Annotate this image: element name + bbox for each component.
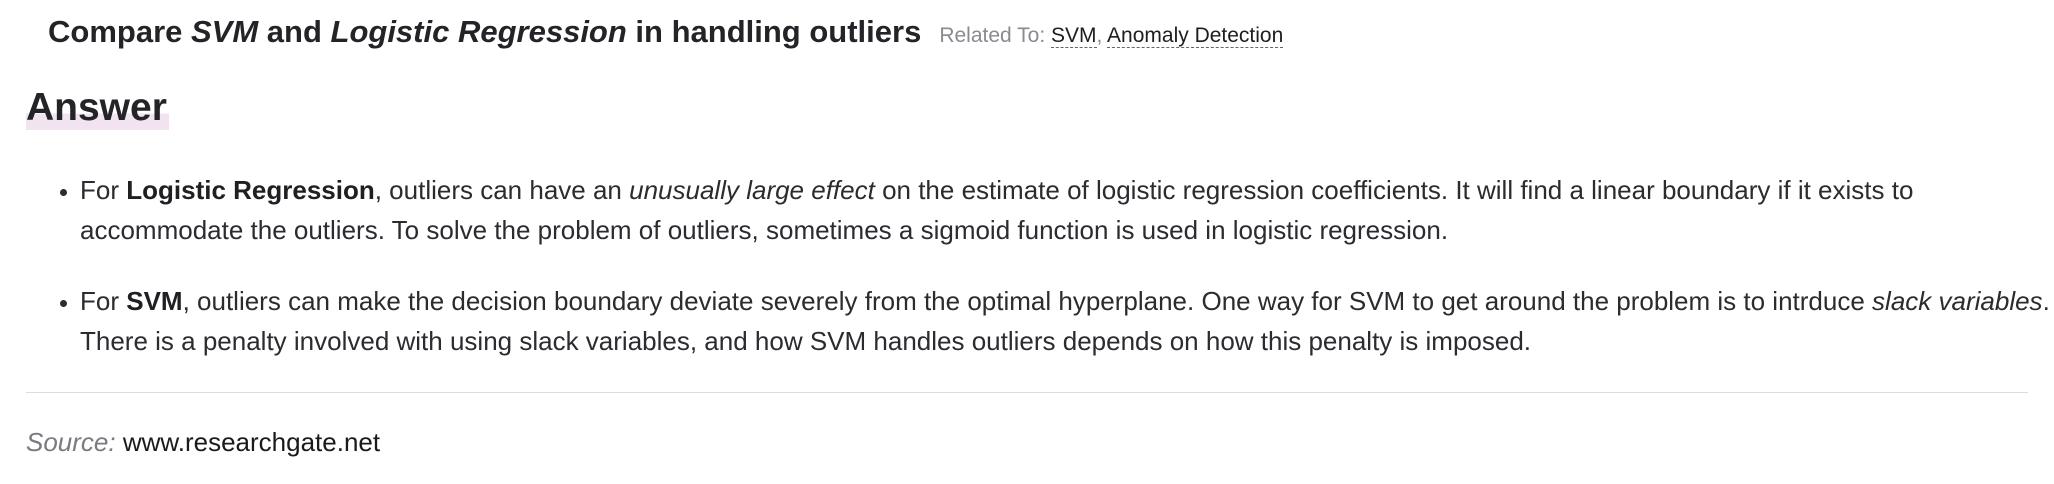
answer-text: For <box>80 175 127 205</box>
answer-heading: Answer <box>26 86 169 130</box>
answer-text: , outliers can have an <box>374 175 630 205</box>
answer-subject: SVM <box>126 286 183 316</box>
answer-item-svm: For SVM, outliers can make the decision … <box>80 281 2054 361</box>
answer-text: For <box>80 286 127 316</box>
related-tag-anomaly-detection[interactable]: Anomaly Detection <box>1107 24 1284 48</box>
title-term-logistic-regression: Logistic Regression <box>330 14 627 49</box>
answer-text: on the estimate of logistic regression c… <box>80 175 1914 245</box>
source-value: www.researchgate.net <box>122 427 381 457</box>
source-line: Source: www.researchgate.net <box>26 427 380 458</box>
title-text: Compare <box>48 14 191 49</box>
related-label: Related To: <box>939 24 1051 47</box>
related-separator: , <box>1096 24 1108 47</box>
related-tag-svm[interactable]: SVM <box>1051 24 1097 48</box>
answer-item-logistic-regression: For Logistic Regression, outliers can ha… <box>80 170 2054 250</box>
title-term-svm: SVM <box>190 14 259 49</box>
answer-list: For Logistic Regression, outliers can ha… <box>26 170 2054 392</box>
divider <box>26 392 2028 393</box>
answer-text: , outliers can make the decision boundar… <box>182 286 1873 316</box>
answer-subject: Logistic Regression <box>126 175 375 205</box>
question-header: Compare SVM and Logistic Regression in h… <box>48 14 1284 50</box>
question-title: Compare SVM and Logistic Regression in h… <box>48 14 921 50</box>
source-label: Source: <box>26 427 116 457</box>
title-text: in handling outliers <box>626 14 922 49</box>
answer-emphasis: unusually large effect <box>629 175 875 205</box>
title-text: and <box>258 14 331 49</box>
related-to: Related To: SVM, Anomaly Detection <box>939 24 1284 48</box>
answer-emphasis: slack variables <box>1872 286 2043 316</box>
answer-text: . There is a penalty involved with using… <box>80 286 2050 356</box>
